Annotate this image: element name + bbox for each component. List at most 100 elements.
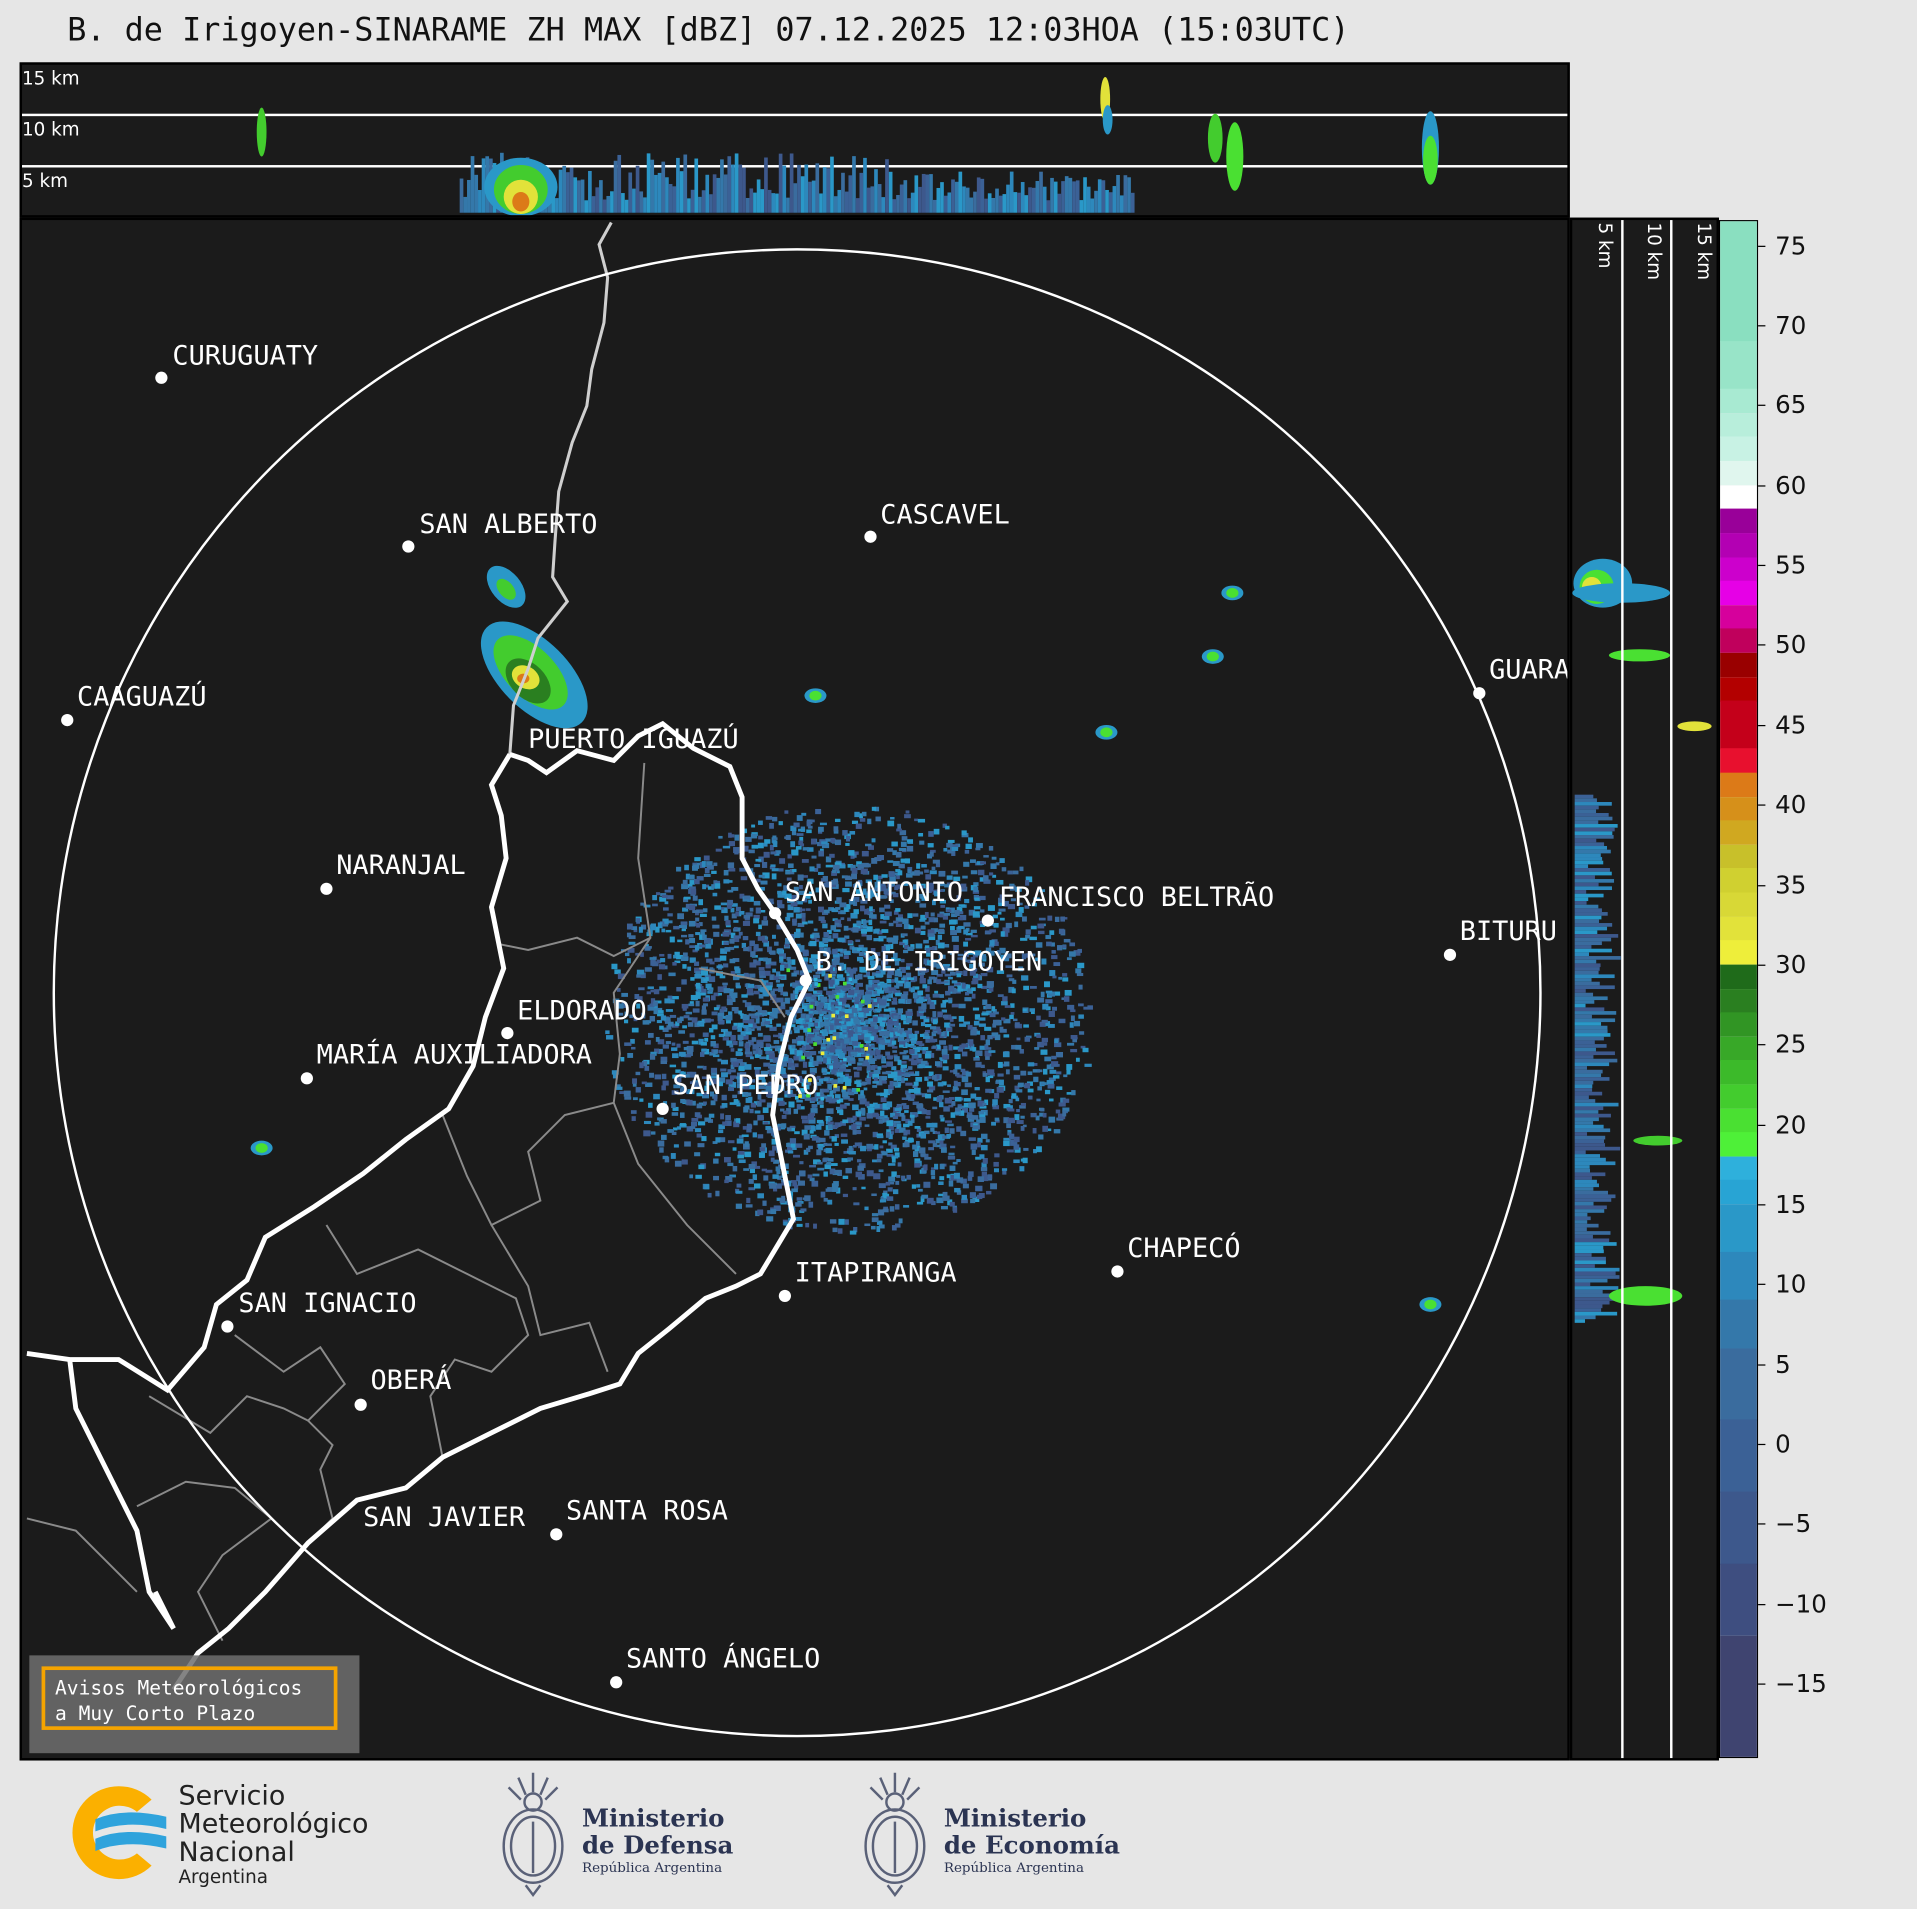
echo-cell bbox=[757, 1085, 765, 1090]
echo-cell bbox=[931, 1031, 937, 1037]
echo-cell bbox=[757, 1006, 762, 1013]
echo-cell bbox=[933, 828, 940, 835]
echo-cell bbox=[825, 838, 833, 842]
echo-cell bbox=[630, 1038, 635, 1044]
echo-cell bbox=[819, 1002, 824, 1008]
echo-cell bbox=[737, 1034, 744, 1041]
echo-cell bbox=[902, 1032, 907, 1038]
echo-cell bbox=[1049, 970, 1056, 977]
echo-cell bbox=[995, 188, 999, 213]
echo-cell bbox=[667, 953, 672, 959]
echo-cell bbox=[786, 1057, 793, 1063]
echo-cell bbox=[781, 1056, 789, 1062]
echo-cell bbox=[946, 842, 953, 848]
echo-cell bbox=[769, 1058, 775, 1063]
echo-cell bbox=[951, 913, 958, 918]
echo-cell bbox=[939, 883, 946, 887]
echo-cell bbox=[865, 1019, 870, 1024]
echo-cell bbox=[891, 1156, 896, 1163]
smn-line-3: Nacional bbox=[178, 1837, 295, 1869]
echo-cell bbox=[912, 993, 918, 999]
echo-cell bbox=[759, 1146, 766, 1152]
echo-cell bbox=[255, 1143, 268, 1153]
echo-cell bbox=[496, 578, 516, 600]
echo-cell bbox=[682, 952, 688, 958]
echo-cell bbox=[843, 1095, 850, 1100]
echo-cell bbox=[778, 821, 783, 826]
echo-cell bbox=[702, 997, 710, 1002]
echo-cell bbox=[768, 1053, 775, 1060]
echo-cell bbox=[951, 1003, 959, 1008]
echo-cell bbox=[932, 993, 940, 998]
echo-cell bbox=[735, 985, 741, 989]
echo-cell bbox=[722, 1037, 729, 1041]
colorbar-bin bbox=[1720, 413, 1757, 438]
echo-cell bbox=[892, 938, 898, 944]
echo-cell bbox=[770, 990, 775, 996]
echo-cell bbox=[662, 1155, 668, 1160]
echo-cell bbox=[917, 1107, 925, 1112]
colorbar-tick-label: 25 bbox=[1775, 1029, 1807, 1060]
echo-cell bbox=[848, 1033, 854, 1039]
echo-cell bbox=[654, 1000, 662, 1004]
echo-cell bbox=[888, 1028, 895, 1033]
echo-cell bbox=[911, 1184, 917, 1189]
echo-cell bbox=[765, 816, 773, 820]
echo-cell bbox=[777, 1124, 783, 1127]
echo-cell bbox=[746, 988, 754, 994]
echo-cell bbox=[854, 1004, 859, 1008]
echo-cell bbox=[835, 1049, 842, 1055]
echo-cell bbox=[945, 825, 950, 830]
echo-cell bbox=[1003, 1061, 1010, 1067]
echo-cell bbox=[832, 869, 837, 874]
echo-cell bbox=[892, 1032, 898, 1036]
avisos-link-box[interactable]: Avisos Meteorológicos a Muy Corto Plazo bbox=[29, 1655, 360, 1754]
echo-cell bbox=[1051, 1055, 1057, 1060]
smn-logo: Servicio Meteorológico Nacional Argentin… bbox=[56, 1783, 368, 1889]
echo-cell bbox=[808, 1016, 812, 1023]
echo-cell bbox=[941, 1009, 948, 1013]
echo-cell bbox=[1574, 1315, 1596, 1320]
echo-cell bbox=[713, 1158, 719, 1164]
echo-cell bbox=[880, 935, 887, 939]
echo-cell bbox=[938, 1181, 944, 1185]
echo-cell bbox=[790, 1024, 796, 1028]
city-marker bbox=[981, 914, 994, 927]
colorbar-bin bbox=[1720, 676, 1757, 702]
echo-cell bbox=[890, 1112, 895, 1118]
echo-cell bbox=[871, 1217, 879, 1223]
echo-cell bbox=[718, 1081, 724, 1087]
echo-cell bbox=[969, 1047, 974, 1051]
radar-map[interactable]: CURUGUATY SAN ALBERTO CASCAVEL CAAGUAZÚ … bbox=[19, 217, 1570, 1761]
echo-cell bbox=[1073, 950, 1081, 956]
echo-cell bbox=[821, 1069, 828, 1073]
echo-cell bbox=[730, 1035, 736, 1041]
colorbar-bin bbox=[1720, 940, 1757, 966]
echo-cell bbox=[806, 1147, 811, 1153]
echo-cell bbox=[928, 1071, 934, 1077]
echo-cell bbox=[981, 1162, 987, 1168]
echo-cell bbox=[960, 1068, 966, 1073]
echo-cell bbox=[870, 186, 875, 213]
echo-cell bbox=[891, 841, 898, 847]
echo-cell bbox=[977, 1100, 985, 1107]
echo-cell bbox=[1029, 1008, 1035, 1012]
echo-cell bbox=[967, 1175, 973, 1181]
colorbar-bin bbox=[1720, 461, 1757, 486]
city-marker bbox=[61, 713, 74, 727]
echo-cell bbox=[827, 935, 832, 940]
echo-cell bbox=[914, 1145, 921, 1152]
echo-cell bbox=[771, 1008, 779, 1014]
argentina-border bbox=[171, 720, 813, 1691]
echo-cell bbox=[818, 941, 825, 948]
echo-cell bbox=[822, 1050, 828, 1056]
echo-cell bbox=[997, 1061, 1003, 1068]
echo-cell bbox=[970, 934, 978, 938]
echo-cell bbox=[761, 920, 769, 926]
echo-cell bbox=[768, 1016, 774, 1020]
colorbar-bin bbox=[1720, 1132, 1757, 1157]
echo-cell bbox=[672, 962, 677, 966]
echo-cell bbox=[1574, 835, 1614, 839]
echo-cell bbox=[644, 947, 651, 951]
echo-cell bbox=[696, 993, 701, 999]
